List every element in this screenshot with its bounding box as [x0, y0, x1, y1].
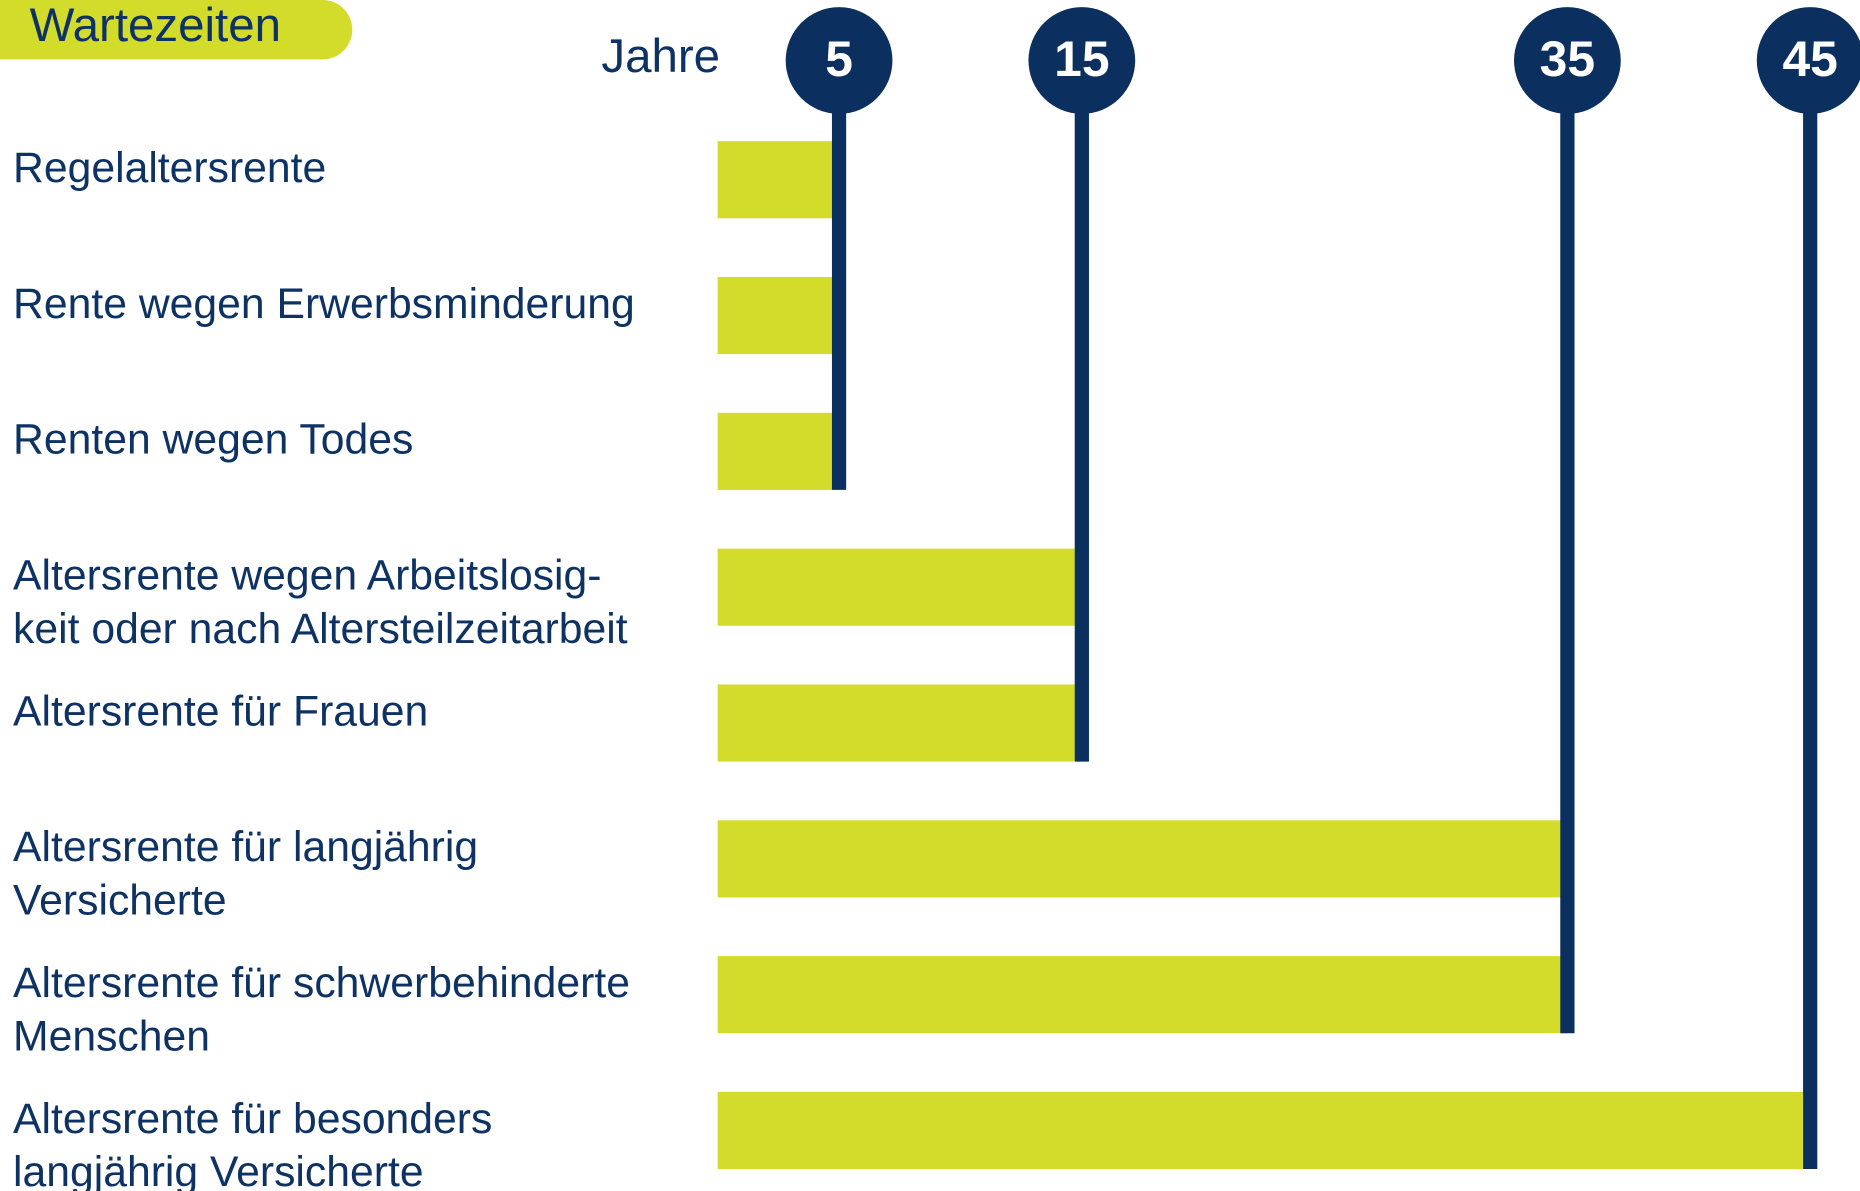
chart-title: Wartezeiten [30, 0, 281, 52]
bar [717, 1091, 1811, 1170]
axis-label: Jahre [601, 30, 720, 83]
tick-marker [1514, 7, 1621, 114]
category-label: Altersrente für Frauen [13, 687, 428, 735]
title-pill [0, 0, 353, 60]
category-label: Regelaltersrente [13, 144, 326, 192]
category-label: Menschen [13, 1012, 210, 1060]
x-tick-label: 45 [1782, 31, 1837, 87]
tick-marker [1756, 7, 1860, 114]
bar [717, 141, 840, 219]
bar [717, 820, 1568, 898]
tick-marker [1028, 7, 1136, 114]
category-label: Renten wegen Todes [13, 416, 413, 464]
category-label: Rente wegen Erwerbsminderung [13, 280, 635, 328]
x-tick-label: 35 [1540, 31, 1595, 87]
bar [717, 956, 1568, 1034]
tick-marker [785, 7, 893, 114]
category-label: Altersrente für besonders [13, 1095, 492, 1143]
category-label: Altersrente für schwerbehinderte [13, 959, 630, 1007]
category-label: Versicherte [13, 877, 227, 925]
category-label: Altersrente für langjährig [13, 823, 478, 871]
bar [717, 684, 1082, 762]
x-tick-label: 15 [1054, 31, 1109, 87]
x-tick-label: 5 [825, 31, 853, 87]
category-label: langjährig Versicherte [13, 1148, 424, 1191]
bar [717, 548, 1082, 626]
bar [717, 412, 840, 490]
category-label: Altersrente wegen Arbeitslosig- [13, 552, 601, 600]
bar [717, 276, 840, 355]
category-label: keit oder nach Altersteilzeitarbeit [13, 605, 628, 653]
